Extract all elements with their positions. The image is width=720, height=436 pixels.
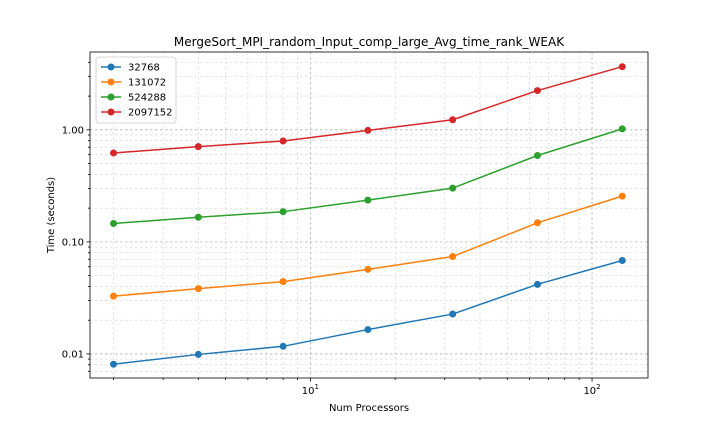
legend-marker-32768 (107, 63, 115, 71)
y-tick-label: 0.10 (62, 237, 84, 248)
data-point-32768 (533, 280, 541, 288)
x-axis-label: Num Processors (329, 403, 409, 414)
data-point-32768 (449, 310, 457, 318)
data-point-524288 (533, 152, 541, 160)
data-point-2097152 (449, 116, 457, 124)
plot-frame (89, 51, 649, 379)
data-point-524288 (618, 125, 626, 133)
data-point-32768 (364, 326, 372, 334)
x-tick-label: 101 (302, 383, 319, 397)
data-point-131072 (533, 219, 541, 227)
data-point-524288 (110, 219, 118, 227)
legend-label-2097152: 2097152 (128, 108, 173, 119)
data-point-2097152 (194, 143, 202, 151)
data-point-2097152 (110, 149, 118, 157)
data-point-524288 (364, 196, 372, 204)
x-tick-label: 102 (583, 383, 600, 397)
legend-marker-524288 (107, 93, 115, 101)
data-point-131072 (279, 278, 287, 286)
data-point-2097152 (364, 126, 372, 134)
legend-box (95, 56, 177, 124)
data-point-131072 (194, 285, 202, 293)
data-point-524288 (279, 208, 287, 216)
data-point-32768 (194, 350, 202, 358)
data-point-2097152 (279, 137, 287, 145)
data-point-524288 (449, 184, 457, 192)
chart-title: MergeSort_MPI_random_Input_comp_large_Av… (174, 35, 565, 49)
data-point-2097152 (618, 63, 626, 71)
legend: 32768 131072 524288 2097152 (95, 56, 177, 124)
grid-layer (90, 52, 648, 378)
legend-label-524288: 524288 (128, 93, 166, 104)
legend-label-32768: 32768 (128, 63, 160, 74)
data-point-32768 (618, 257, 626, 265)
data-point-131072 (364, 265, 372, 273)
tick-layer: 0.01 0.10 1.00 101 102 (62, 61, 601, 397)
y-tick-label: 1.00 (62, 125, 84, 136)
data-point-2097152 (533, 87, 541, 95)
legend-label-131072: 131072 (128, 78, 166, 89)
data-point-32768 (110, 360, 118, 368)
y-tick-label: 0.01 (62, 349, 84, 360)
y-axis-label: Time (seconds) (46, 177, 57, 254)
legend-marker-2097152 (107, 108, 115, 116)
data-point-32768 (279, 342, 287, 350)
legend-marker-131072 (107, 78, 115, 86)
data-point-131072 (618, 192, 626, 200)
data-point-524288 (194, 213, 202, 221)
series-layer (110, 63, 626, 368)
data-point-131072 (110, 292, 118, 300)
data-point-131072 (449, 253, 457, 261)
